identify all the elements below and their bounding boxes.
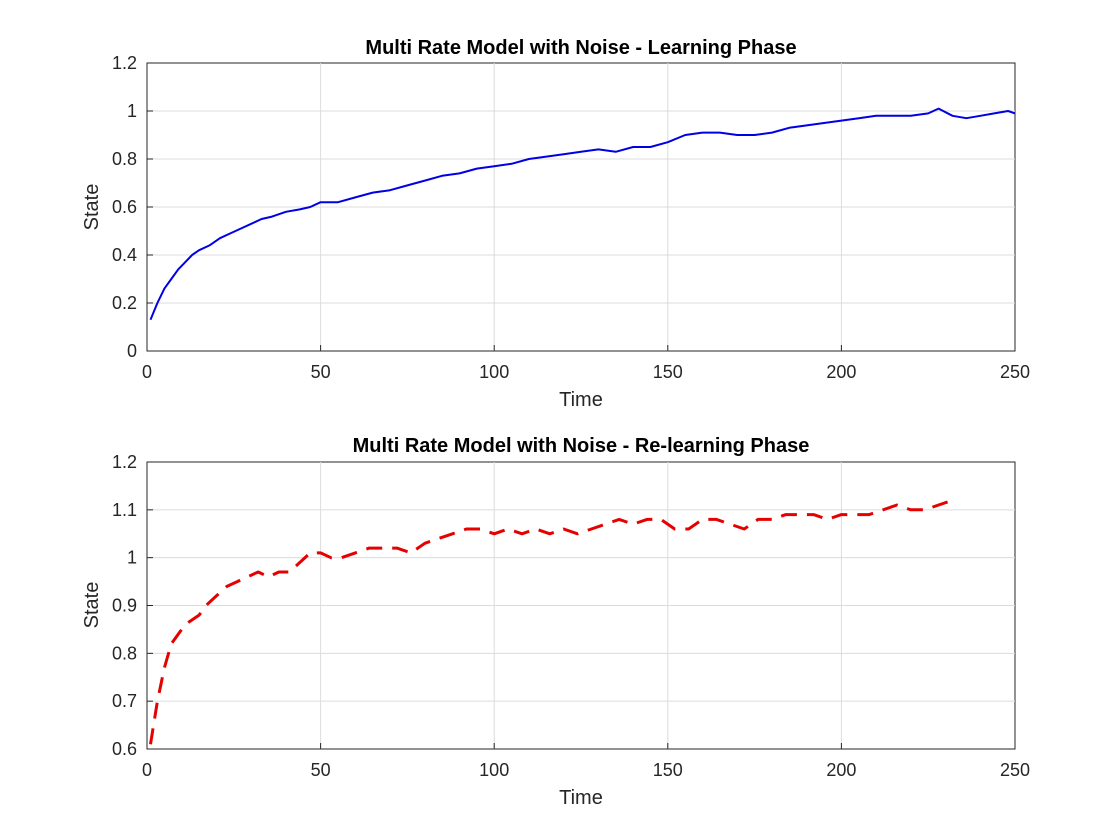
- chart-1-y-axis-label: State: [81, 184, 103, 231]
- chart-2-x-tick-label: 200: [826, 760, 856, 780]
- chart-2-gridlines: [147, 462, 1015, 749]
- chart-2-x-tick-label: 250: [1000, 760, 1030, 780]
- chart-1-tick-labels: 0 50 100 150 200 250 0 0.2 0.4 0.6 0.8 1 1.2: [112, 53, 1030, 382]
- chart-2-y-tick-label: 1.2: [112, 452, 137, 472]
- chart-1-x-axis-label: Time: [559, 389, 603, 411]
- chart-2-y-tick-label: 0.7: [112, 691, 137, 711]
- chart-2-y-tick-label: 1.1: [112, 500, 137, 520]
- chart-1-y-tick-label: 0.8: [112, 149, 137, 169]
- chart-2-x-axis-label: Time: [559, 787, 603, 809]
- chart-2-x-tick-label: 100: [479, 760, 509, 780]
- chart-1-series-line: [149, 107, 1016, 321]
- chart-1-x-tick-label: 200: [826, 362, 856, 382]
- chart-1-gridlines: [147, 63, 1015, 351]
- chart-2-y-tick-label: 1: [127, 548, 137, 568]
- chart-2-y-axis-label: State: [81, 582, 103, 629]
- chart-1-x-tick-label: 250: [1000, 362, 1030, 382]
- chart-2-tick-labels: 0 50 100 150 200 250 0.6 0.7 0.8 0.9 1 1.1 1.2: [112, 452, 1030, 780]
- chart-2-x-tick-label: 150: [653, 760, 683, 780]
- chart-1-y-tick-label: 0.4: [112, 245, 137, 265]
- chart-1-y-tick-label: 0: [127, 341, 137, 361]
- chart-1-x-tick-label: 0: [142, 362, 152, 382]
- chart-1-title: Multi Rate Model with Noise - Learning P…: [365, 37, 796, 59]
- chart-2-x-tick-label: 0: [142, 760, 152, 780]
- chart-1-y-tick-label: 0.6: [112, 197, 137, 217]
- chart-2-x-tick-label: 50: [311, 760, 331, 780]
- chart-1-x-tick-label: 50: [311, 362, 331, 382]
- chart-1-y-tick-label: 1: [127, 101, 137, 121]
- chart-1-y-tick-label: 0.2: [112, 293, 137, 313]
- chart-2-series: [149, 498, 953, 745]
- chart-2-title: Multi Rate Model with Noise - Re-learnin…: [353, 435, 810, 457]
- chart-2-y-tick-label: 0.8: [112, 643, 137, 663]
- learning-phase-chart: 0 50 100 150 200 250 0 0.2 0.4 0.6 0.8 1 1.2 Multi R…: [81, 37, 1030, 411]
- chart-1-y-tick-label: 1.2: [112, 53, 137, 73]
- re-learning-phase-chart: 0 50 100 150 200 250 0.6 0.7 0.8 0.9 1 1.1 1.2 Multi…: [81, 435, 1030, 809]
- chart-2-y-tick-label: 0.9: [112, 596, 137, 616]
- chart-2-series-line: [149, 498, 953, 745]
- chart-1-series: [149, 107, 1016, 321]
- chart-2-y-tick-label: 0.6: [112, 739, 137, 759]
- chart-1-x-tick-label: 150: [653, 362, 683, 382]
- chart-1-x-tick-label: 100: [479, 362, 509, 382]
